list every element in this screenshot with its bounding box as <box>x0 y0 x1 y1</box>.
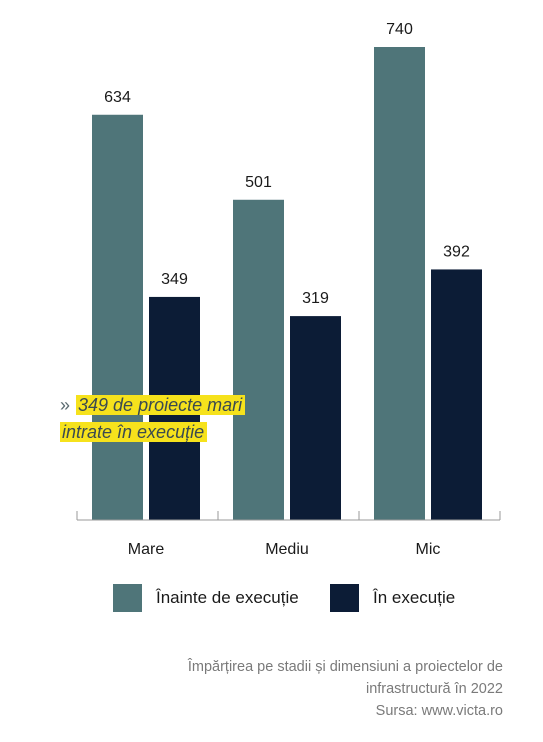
data-label-mic-series-0: 740 <box>386 21 413 38</box>
legend-label-before: Înainte de execuție <box>156 588 299 607</box>
legend: Înainte de execuție În execuție <box>0 584 543 612</box>
callout-line-1: 349 de proiecte mari <box>76 395 246 415</box>
data-label-mare-series-0: 634 <box>104 89 131 106</box>
caption-line-2: infrastructură în 2022 <box>365 681 503 697</box>
data-label-mic-series-1: 392 <box>443 243 470 260</box>
x-tick-label-mediu: Mediu <box>265 541 309 558</box>
bar-mic-series-1 <box>431 269 482 520</box>
caption: Împărțirea pe stadii și dimensiuni a pro… <box>188 656 503 722</box>
bar-chart: 634 349 Mare 501 319 Mediu 740 392 Mic <box>76 21 501 558</box>
callout-marker: » <box>60 395 71 415</box>
data-label-mediu-series-1: 319 <box>302 290 329 307</box>
caption-line-1: Împărțirea pe stadii și dimensiuni a pro… <box>187 659 503 675</box>
bar-mediu-series-1 <box>290 316 341 520</box>
data-label-mare-series-1: 349 <box>161 271 188 288</box>
bar-mediu-series-0 <box>233 199 284 520</box>
caption-source: Sursa: www.victa.ro <box>375 703 503 719</box>
x-tick-label-mic: Mic <box>416 541 441 558</box>
bar-mare-series-0 <box>92 114 143 520</box>
callout-line-2: intrate în execuție <box>60 422 208 442</box>
legend-label-during: În execuție <box>373 588 456 607</box>
bar-mic-series-0 <box>374 47 425 520</box>
legend-swatch-during <box>330 584 359 612</box>
x-tick-label-mare: Mare <box>128 541 165 558</box>
callout: » 349 de proiecte mari intrate în execuți… <box>60 392 246 446</box>
data-label-mediu-series-0: 501 <box>245 174 272 191</box>
legend-swatch-before <box>113 584 142 612</box>
